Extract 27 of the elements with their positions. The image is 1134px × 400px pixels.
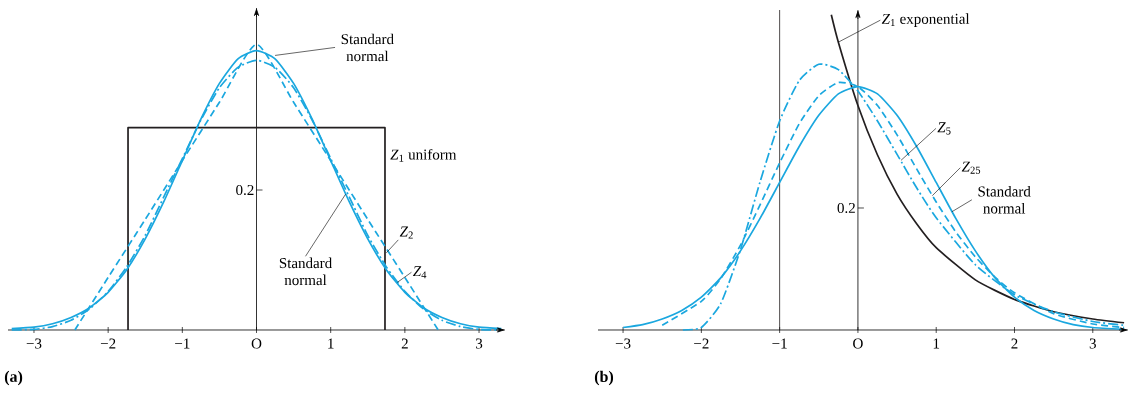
x-tick-label: −1 xyxy=(772,338,787,349)
x-tick-label: O xyxy=(251,338,262,349)
x-tick-label: −1 xyxy=(175,338,190,349)
annotation: Standard normal xyxy=(341,33,394,62)
text: (b) xyxy=(594,370,614,386)
text: (a) xyxy=(4,370,23,386)
x-tick-label: O xyxy=(853,338,863,349)
x-tick-label: 2 xyxy=(1011,338,1018,349)
annotation: Z$_{5}$ xyxy=(937,122,951,135)
x-tick-label: −3 xyxy=(615,338,631,349)
annotation: Z$_{2}$ xyxy=(399,226,413,239)
annotation: Standard normal xyxy=(978,186,1031,214)
x-tick-label: −3 xyxy=(26,338,42,349)
x-tick-label: 3 xyxy=(1089,338,1096,349)
x-tick-label: 1 xyxy=(328,338,334,349)
annotation: 0.2 xyxy=(837,202,855,214)
x-tick-label: −2 xyxy=(100,338,116,349)
x-tick-label: 1 xyxy=(933,338,940,349)
annotation: 0.2 xyxy=(236,184,254,196)
x-tick-label: 3 xyxy=(476,338,483,349)
x-tick-label: −2 xyxy=(694,338,709,349)
x-tick-label: 2 xyxy=(401,338,408,349)
annotation: Z$_{4}$ xyxy=(412,266,427,279)
annotation: Standard normal xyxy=(279,257,332,286)
annotation: Z$_{25}$ xyxy=(961,161,981,174)
annotation: Z$_{1}$ exponential xyxy=(881,13,970,27)
annotation: Z$_{1}$ uniform xyxy=(390,148,457,162)
